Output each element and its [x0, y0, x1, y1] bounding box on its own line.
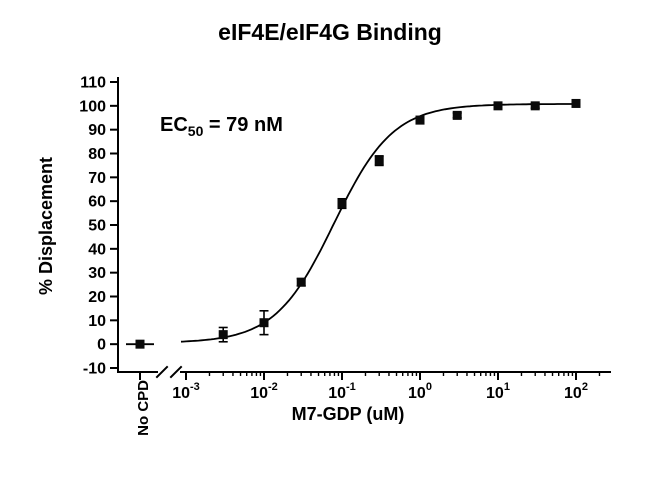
ec50-annotation: EC50 = 79 nM: [160, 114, 283, 139]
x-tick-label: 10-3: [172, 381, 200, 402]
y-tick-label: 10: [88, 313, 106, 330]
ec50-subscript: 50: [188, 123, 204, 139]
data-point-marker: [530, 101, 540, 111]
data-point-marker: [296, 277, 306, 287]
x-tick-label: 102: [564, 381, 588, 402]
y-tick-label: 90: [88, 122, 106, 139]
data-point-marker: [259, 318, 269, 328]
x-tick-label: 100: [408, 381, 432, 402]
data-point-marker: [374, 156, 384, 166]
axes: -10 0 10 20 30 40 50 60 70 80 90 100 110 10-3 10-2 10-1…: [79, 75, 611, 402]
x-tick-label: 10-1: [328, 381, 356, 402]
data-point-marker: [493, 101, 503, 111]
data-point-marker: [415, 115, 425, 125]
ec50-suffix: = 79 nM: [203, 114, 282, 136]
x-tick-label: 10-2: [250, 381, 278, 402]
y-tick-label: 50: [88, 218, 106, 235]
y-axis-label: % Displacement: [36, 157, 56, 295]
y-tick-label: 40: [88, 241, 106, 258]
data-point-marker: [571, 98, 581, 108]
data-point-marker: [452, 110, 462, 120]
data-point-marker: [218, 330, 228, 340]
chart-title: eIF4E/eIF4G Binding: [218, 19, 442, 45]
y-tick-label: 70: [88, 170, 106, 187]
fit-curve: [180, 103, 576, 343]
y-tick-label: 100: [79, 98, 106, 115]
plot-series: [126, 98, 581, 349]
y-tick-label: 60: [88, 194, 106, 211]
x-axis-label: M7-GDP (uM): [292, 404, 405, 424]
ec50-prefix: EC: [160, 114, 188, 136]
no-cpd-label: No CPD: [135, 380, 152, 436]
y-tick-label: 0: [97, 337, 106, 354]
y-tick-label: 20: [88, 289, 106, 306]
data-point-marker: [337, 199, 347, 209]
y-tick-label: 80: [88, 146, 106, 163]
x-tick-label: 101: [486, 381, 510, 402]
y-tick-label: 30: [88, 265, 106, 282]
y-tick-label: -10: [83, 361, 106, 378]
data-point-marker: [135, 339, 145, 349]
y-tick-label: 110: [80, 75, 106, 92]
axis-break-mark: [155, 365, 169, 379]
axis-break-mark: [169, 365, 183, 379]
